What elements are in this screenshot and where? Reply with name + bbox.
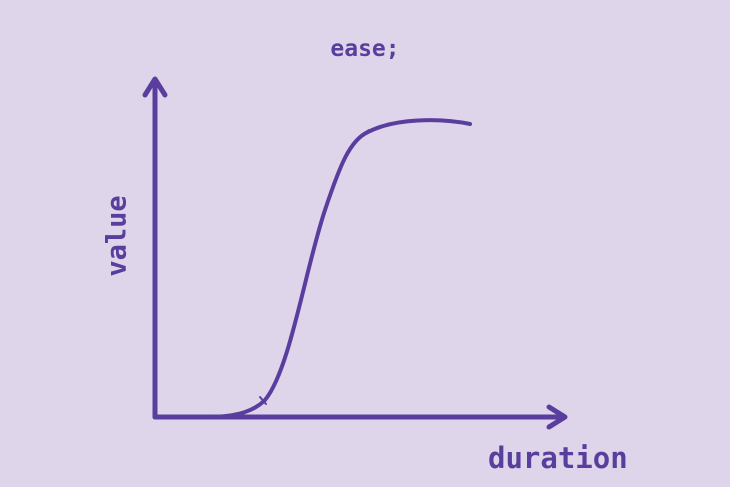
y-axis [142,76,168,420]
diagram-title: ease; [330,36,400,62]
curve-end-tick [362,129,370,135]
x-axis-arrowhead-icon [546,404,568,430]
y-axis-label: value [101,195,133,277]
y-axis-arrowhead-icon [142,76,168,98]
curve-start-tick [259,396,267,405]
x-axis-label: duration [488,441,628,475]
ease-curve [153,118,472,419]
